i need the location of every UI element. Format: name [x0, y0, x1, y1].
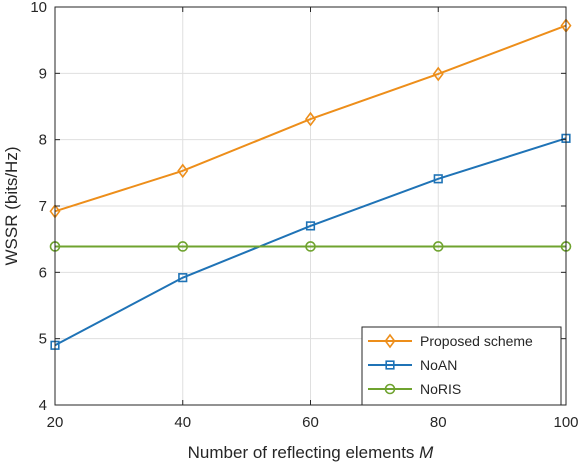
legend-swatch-marker	[385, 360, 395, 370]
legend-label: NoRIS	[420, 381, 461, 397]
legend-item: NoRIS	[368, 381, 461, 397]
data-point	[305, 241, 316, 252]
legend-swatch-marker	[384, 383, 396, 395]
x-tick-label: 100	[553, 414, 578, 431]
legend-label: Proposed scheme	[420, 333, 533, 349]
legend: Proposed scheme NoAN NoRIS	[361, 326, 562, 406]
y-tick-label: 6	[39, 264, 47, 281]
data-point	[177, 163, 189, 179]
y-axis-label: WSSR (bits/Hz)	[2, 147, 21, 266]
ticks: 20 40 60 80 100 4 5 6 7 8 9 10	[30, 0, 578, 431]
series-line	[54, 24, 567, 213]
legend-label: NoAN	[420, 357, 457, 373]
legend-item: NoAN	[368, 357, 457, 373]
x-axis-label-text: Number of reflecting elements	[188, 443, 415, 462]
series-line	[54, 137, 567, 347]
data-point	[432, 66, 444, 82]
y-tick-label: 7	[39, 198, 47, 215]
data-point	[432, 241, 444, 252]
data-point	[305, 221, 316, 231]
x-tick-label: 80	[430, 414, 447, 431]
y-tick-label: 8	[39, 132, 47, 149]
y-tick-label: 5	[39, 331, 47, 348]
data-point	[433, 174, 443, 184]
x-tick-label: 60	[302, 414, 319, 431]
y-tick-label: 10	[30, 0, 47, 16]
y-tick-label: 9	[39, 65, 47, 82]
legend-item: Proposed scheme	[368, 333, 533, 349]
y-tick-label: 4	[39, 397, 47, 414]
series-layer	[49, 18, 572, 350]
legend-swatch-marker	[384, 333, 396, 349]
x-axis-label: Number of reflecting elements M	[188, 443, 435, 462]
data-point	[178, 273, 188, 283]
data-point	[305, 111, 316, 127]
x-tick-label: 40	[174, 414, 191, 431]
series-noris	[49, 241, 572, 252]
x-tick-label: 20	[47, 414, 64, 431]
data-point	[177, 241, 189, 252]
x-axis-label-var: M	[419, 443, 434, 462]
